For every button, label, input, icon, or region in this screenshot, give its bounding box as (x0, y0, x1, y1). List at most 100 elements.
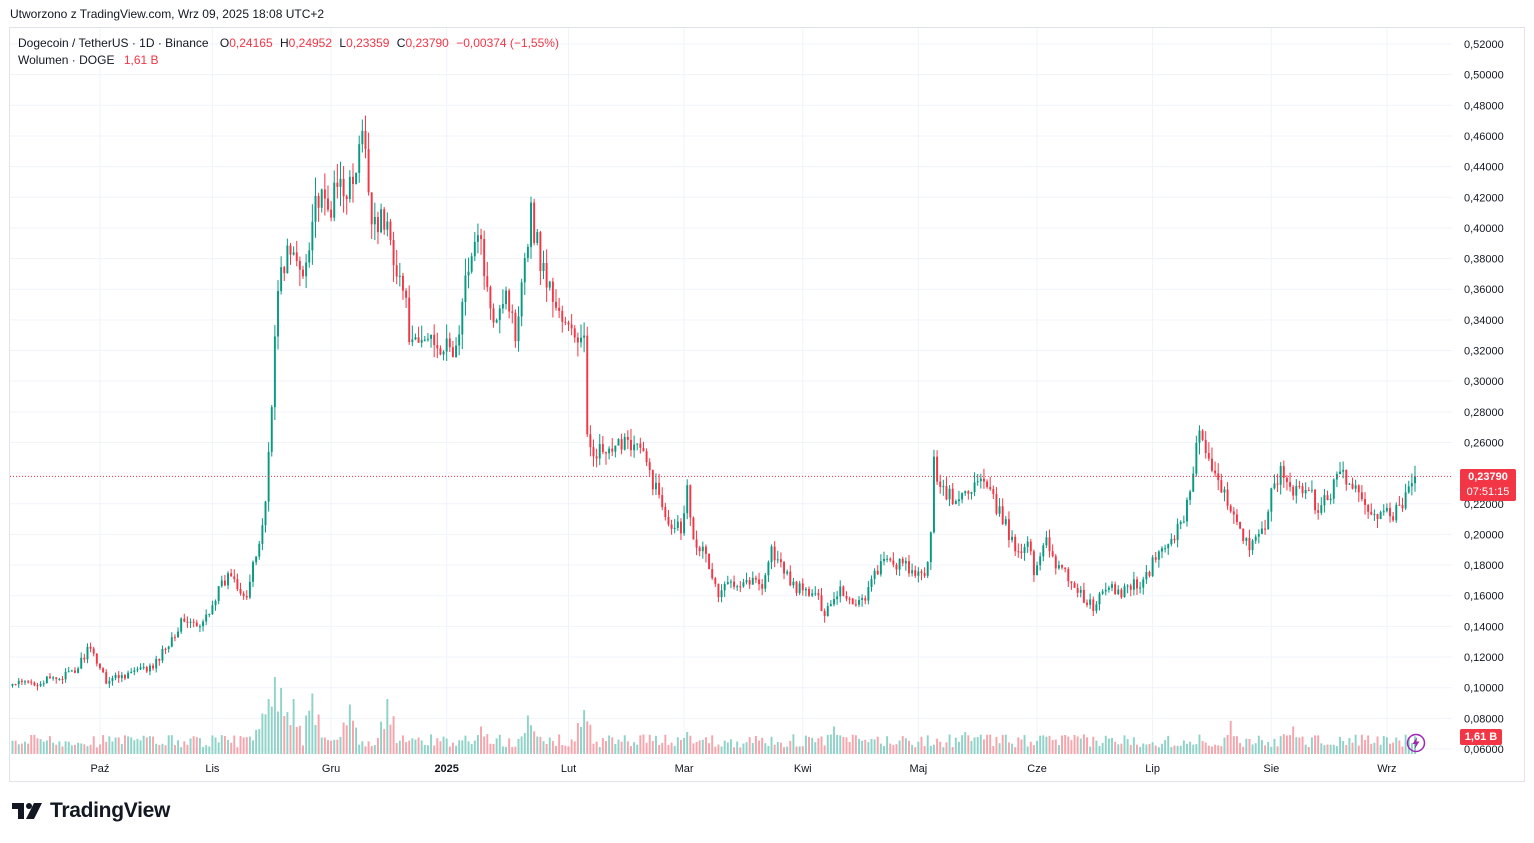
volume-bar (926, 735, 929, 754)
candle-body (1148, 571, 1151, 576)
volume-bar (1011, 743, 1014, 754)
y-tick-label: 0,16000 (1464, 591, 1504, 603)
volume-bar (892, 745, 895, 754)
candle-body (1101, 591, 1104, 594)
candle-body (145, 667, 148, 672)
candle-body (1011, 536, 1014, 541)
candle-body (455, 345, 458, 358)
candle-body (386, 221, 389, 230)
candle-body (255, 556, 258, 563)
candle-body (861, 598, 864, 601)
volume-bar (995, 737, 998, 754)
chart-frame[interactable] (9, 27, 1525, 782)
candle-body (945, 486, 948, 500)
volume-value: 1,61 B (123, 53, 159, 67)
candle-body (186, 621, 189, 623)
volume-bar (1057, 745, 1060, 754)
candle-body (177, 631, 180, 638)
volume-bar (352, 720, 354, 754)
volume-bar (1092, 736, 1095, 754)
volume-bar (439, 741, 442, 754)
candle-body (448, 338, 451, 348)
volume-bar (564, 745, 567, 754)
symbol-label[interactable]: Dogecoin / TetherUS · 1D · Binance (18, 36, 209, 50)
volume-bar (436, 738, 439, 754)
volume-bar (670, 742, 673, 754)
candle-body (758, 579, 761, 585)
volume-bar (633, 742, 636, 754)
volume-bar (648, 734, 651, 754)
candle-body (1217, 473, 1220, 481)
volume-bar (105, 741, 108, 754)
volume-bar (886, 736, 889, 754)
candle-body (1279, 466, 1282, 485)
candle-body (14, 683, 17, 685)
candle-body (1032, 551, 1035, 576)
candle-body (801, 583, 804, 591)
candle-body (920, 571, 923, 574)
candle-body (1151, 557, 1154, 576)
volume-bar (270, 706, 273, 754)
lightning-icon[interactable] (1406, 733, 1426, 753)
candle-body (423, 339, 426, 341)
candle-body (489, 287, 492, 309)
high-value: 0,24952 (288, 36, 333, 50)
volume-bar (623, 735, 626, 754)
volume-bar (49, 736, 51, 754)
candle-body (348, 176, 351, 200)
volume-bar (1164, 740, 1167, 754)
volume-bar (1095, 740, 1098, 754)
volume-bar (1348, 737, 1351, 754)
candle-body (998, 506, 1001, 514)
candle-body (1404, 492, 1407, 509)
volume-bar (486, 734, 489, 754)
candle-body (464, 275, 467, 303)
volume-bar (233, 735, 236, 754)
volume-bar (136, 738, 139, 754)
volume-bar (1260, 740, 1263, 754)
volume-bar (1395, 737, 1398, 754)
volume-bar (42, 741, 45, 754)
volume-bar (1367, 735, 1370, 754)
volume-bar (645, 742, 648, 754)
tradingview-logo[interactable]: TradingView (12, 799, 170, 823)
volume-bar (1310, 737, 1313, 754)
volume-bar (1017, 737, 1020, 754)
candle-body (736, 586, 739, 588)
volume-bar (317, 714, 320, 754)
volume-bar (817, 738, 820, 754)
volume-bar (342, 722, 345, 754)
volume-bar (1076, 736, 1079, 754)
volume-bar (283, 716, 286, 754)
candle-body (1051, 551, 1054, 557)
volume-bar (1376, 736, 1379, 754)
volume-bar (148, 736, 151, 754)
volume-bar (1301, 736, 1304, 754)
candle-body (823, 611, 826, 617)
volume-bar (1170, 747, 1173, 754)
volume-bar (198, 738, 201, 754)
candle-body (739, 586, 742, 588)
candle-body (923, 573, 926, 576)
candle-body (89, 646, 92, 649)
candle-body (833, 599, 835, 605)
volume-bar (917, 741, 920, 754)
candle-body (1392, 516, 1395, 521)
candle-body (155, 658, 158, 669)
volume-bar (1129, 744, 1132, 754)
volume-bar (770, 736, 773, 754)
volume-bar (1357, 745, 1360, 754)
volume-bar (1151, 742, 1154, 754)
volume-bar (433, 745, 436, 754)
volume-bar (1360, 734, 1363, 754)
volume-label[interactable]: Wolumen · DOGE (18, 53, 115, 67)
volume-bar (152, 736, 155, 754)
volume-bar (33, 734, 36, 754)
candle-body (1139, 587, 1142, 589)
candle-body (414, 337, 417, 340)
volume-bar (492, 743, 495, 754)
candle-body (436, 345, 439, 349)
candle-body (1282, 466, 1285, 478)
candle-body (127, 672, 130, 679)
